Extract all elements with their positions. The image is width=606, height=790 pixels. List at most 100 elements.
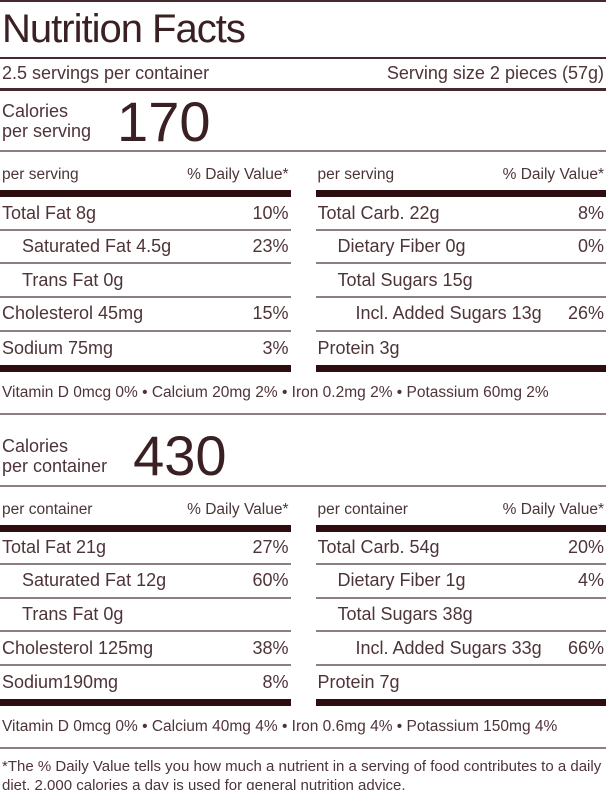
serving-info-divider [0,88,606,91]
calories-per-serving-value: 170 [117,90,211,153]
nutrient-daily-value: 27% [252,536,289,557]
title-divider [0,57,606,59]
nutrient-row: Total Fat 21g 27% [0,532,291,566]
nutrient-label: Protein 3g [317,337,400,358]
per-container-right-column: per container % Daily Value* Total Carb.… [315,487,606,707]
nutrient-daily-value: 23% [252,236,289,257]
nutrient-daily-value: 3% [262,337,289,358]
nutrient-row: Total Fat 8g 10% [0,197,291,231]
nutrient-daily-value: 8% [577,202,604,223]
nutrient-row: Total Sugars 38g [315,599,606,633]
nutrient-row: Total Carb. 22g 8% [315,197,606,231]
nutrient-rows: Total Fat 8g 10% Saturated Fat 4.5g 23% Tran… [0,197,291,365]
calories-per-serving-block: Calories per serving 170 [0,91,606,150]
nutrient-row: Dietary Fiber 1g 4% [315,565,606,599]
nutrient-label: Saturated Fat 12g [22,570,167,591]
nutrient-label: Trans Fat 0g [22,603,124,624]
daily-value-header: % Daily Value* [187,166,289,184]
nutrient-label: Dietary Fiber 1g [337,570,466,591]
per-container-word: per container [2,455,108,476]
nutrient-daily-value: 60% [252,570,289,591]
nutrient-daily-value: 15% [252,303,289,324]
nutrient-row: Protein 7g [316,666,606,700]
calories-per-container-label: Calories per container [2,436,107,481]
daily-value-header: % Daily Value* [502,166,604,184]
nutrient-row: Incl. Added Sugars 33g 66% [315,632,606,666]
nutrient-daily-value: 0% [577,236,604,257]
per-serving-word: per serving [2,121,92,142]
nutrient-daily-value: 66% [567,637,604,658]
nutrient-rows: Total Carb. 54g 20% Dietary Fiber 1g 4% Tota… [315,532,606,700]
column-header-label: per container [2,500,93,518]
nutrient-label: Total Fat 21g [2,536,107,557]
nutrient-label: Cholesterol 125mg [2,637,154,658]
heavy-bar [0,524,291,532]
column-header: per container % Daily Value* [0,487,291,525]
daily-value-header: % Daily Value* [502,500,604,518]
nutrient-label: Saturated Fat 4.5g [22,236,172,257]
nutrient-row: Cholesterol 125mg 38% [0,632,291,666]
column-header: per serving % Daily Value* [0,152,291,190]
column-header-label: per serving [317,166,395,184]
nutrient-row: Total Carb. 54g 20% [315,532,606,566]
heavy-bar [0,699,291,707]
footnote-divider [0,747,606,750]
heavy-bar [315,365,606,373]
calories-per-container-block: Calories per container 430 [0,415,606,484]
nutrient-rows: Total Fat 21g 27% Saturated Fat 12g 60% Tran… [0,532,291,700]
per-container-left-column: per container % Daily Value* Total Fat 2… [0,487,291,707]
calories-divider [0,484,606,487]
serving-size: Serving size 2 pieces (57g) [386,63,604,83]
nutrient-daily-value: 8% [262,672,289,693]
nutrient-row: Cholesterol 45mg 15% [0,298,291,332]
top-divider [0,0,606,2]
nutrition-facts-title: Nutrition Facts [2,7,246,51]
nutrient-row: Sodium 75mg 3% [0,332,291,366]
servings-per-container: 2.5 servings per container [2,63,210,83]
nutrient-row: Total Sugars 15g [315,264,606,299]
nutrient-row: Incl. Added Sugars 13g 26% [315,298,606,332]
nutrient-daily-value: 10% [252,202,289,223]
nutrient-row: Sodium190mg 8% [0,666,291,700]
nutrient-daily-value: 38% [252,637,289,658]
nutrient-label: Dietary Fiber 0g [337,236,466,257]
per-serving-left-column: per serving % Daily Value* Total Fat 8g 1… [0,152,291,373]
daily-value-header: % Daily Value* [187,500,289,518]
nutrient-label: Incl. Added Sugars 33g [355,637,542,658]
column-header-label: per serving [2,166,79,184]
nutrient-label: Trans Fat 0g [22,269,124,290]
calories-per-serving-label: Calories per serving [2,101,91,146]
column-header: per container % Daily Value* [316,487,606,525]
per-serving-micronutrients: Vitamin D 0mcg 0% • Calcium 20mg 2% • Ir… [2,384,549,402]
micronutrients-divider [0,413,606,416]
per-container-micronutrients: Vitamin D 0mcg 0% • Calcium 40mg 4% • Ir… [2,718,558,736]
nutrient-row: Saturated Fat 4.5g 23% [0,231,291,265]
heavy-bar [315,524,606,532]
nutrient-label: Sodium190mg [2,672,119,693]
per-serving-right-column: per serving % Daily Value* Total Carb. 2… [315,152,606,373]
daily-value-footnote: *The % Daily Value tells you how much a … [2,758,602,790]
nutrient-row: Protein 3g [316,332,606,366]
nutrient-label: Total Sugars 38g [337,603,473,624]
nutrient-daily-value: 26% [567,303,604,324]
nutrient-label: Cholesterol 45mg [2,303,144,324]
nutrient-label: Incl. Added Sugars 13g [355,303,542,324]
heavy-bar [0,365,291,373]
calories-per-container-value: 430 [133,424,227,488]
nutrient-row: Saturated Fat 12g 60% [0,565,291,599]
nutrient-label: Total Carb. 54g [317,536,440,557]
column-header-label: per container [317,500,408,518]
nutrient-label: Total Sugars 15g [337,269,473,290]
calories-word: Calories [2,101,69,122]
nutrient-row: Dietary Fiber 0g 0% [315,231,606,265]
calories-divider [0,150,606,153]
column-header: per serving % Daily Value* [316,152,606,190]
nutrient-row: Trans Fat 0g [0,599,291,633]
per-serving-nutrient-tables: per serving % Daily Value* Total Fat 8g 1… [0,152,606,373]
serving-info-row: 2.5 servings per container Serving size … [0,59,606,88]
heavy-bar [0,190,291,198]
nutrient-label: Sodium 75mg [2,337,114,358]
nutrient-daily-value: 20% [567,536,604,557]
nutrient-label: Total Fat 8g [2,202,97,223]
